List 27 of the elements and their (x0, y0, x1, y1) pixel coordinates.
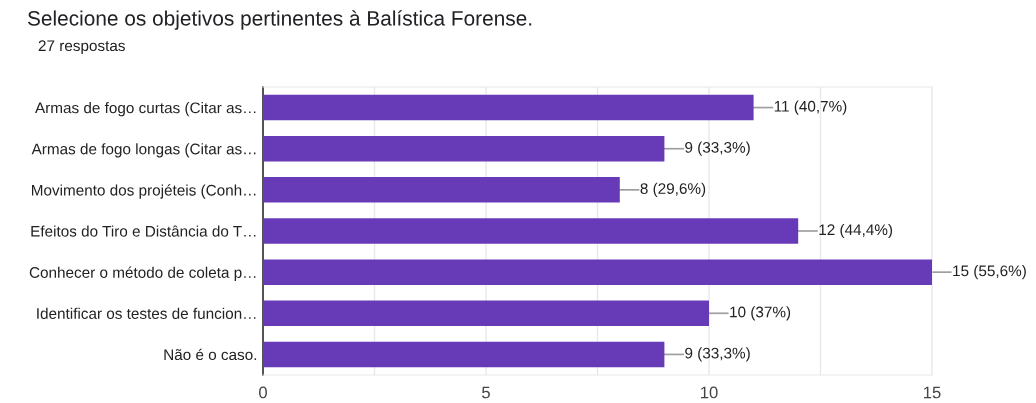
data-label: 9 (33,3%) (685, 347, 750, 362)
data-label: 9 (33,3%) (685, 141, 750, 156)
y-tick-label: Não é o caso. (164, 348, 257, 361)
data-label: 15 (55,6%) (953, 265, 1026, 280)
data-label: 8 (29,6%) (640, 182, 706, 197)
x-tick-label: 15 (924, 386, 941, 399)
text: 27 respostas (38, 40, 125, 55)
bar (263, 341, 665, 368)
data-label: 12 (44,4%) (819, 223, 893, 239)
data-label: 11 (40,7%) (774, 100, 847, 115)
data-label: 10 (37%) (730, 306, 791, 321)
y-tick-label: Efeitos do Tiro e Distância do T… (31, 225, 256, 237)
bar (263, 94, 754, 121)
y-tick-label: Armas de fogo longas (Citar as… (31, 143, 256, 158)
x-tick-label: 10 (701, 386, 718, 399)
chart-title: Selecione os objetivos pertinentes à Balística Forense. (27, 10, 532, 30)
y-tick-label: Armas de fogo curtas (Citar as… (35, 102, 256, 117)
x-tick-label: 0 (259, 386, 267, 399)
x-tick-label: 5 (482, 386, 490, 399)
y-tick-label: Movimento dos projéteis (Conh… (31, 184, 256, 199)
y-tick-label: Conhecer o método de coleta p… (29, 266, 256, 281)
y-tick-label: Identificar os testes de funcion… (37, 307, 256, 319)
bar (263, 177, 620, 203)
bar (263, 259, 932, 285)
bar (263, 300, 709, 327)
bar (263, 135, 665, 162)
bar (263, 218, 799, 244)
